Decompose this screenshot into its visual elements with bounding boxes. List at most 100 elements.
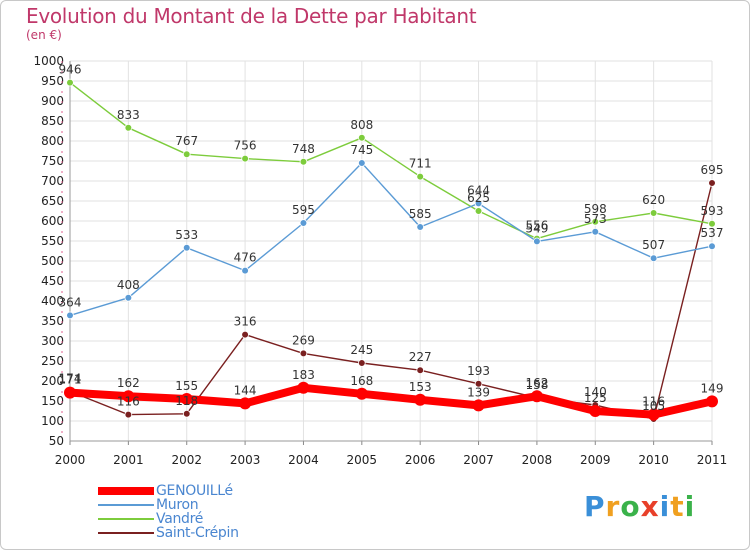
data-label: 153 <box>409 380 432 394</box>
data-point <box>182 244 191 252</box>
data-label: 748 <box>292 142 315 156</box>
grid-lines <box>69 60 713 442</box>
data-label: 139 <box>467 385 490 399</box>
data-point <box>647 408 660 421</box>
series-line <box>69 162 713 317</box>
data-label: 644 <box>467 183 490 197</box>
data-label: 144 <box>234 383 257 397</box>
y-tick-label: 850 <box>41 114 64 128</box>
legend-swatch <box>98 518 154 520</box>
data-point <box>241 330 249 339</box>
data-point <box>591 218 600 226</box>
data-label: 695 <box>701 163 724 177</box>
data-point <box>355 387 368 400</box>
data-label: 155 <box>175 379 198 393</box>
data-labels: 171 162 155 144 183 168 153 139 162 125 116 149 364 4… <box>59 63 724 413</box>
series-line <box>69 182 713 420</box>
axes: 50 100 150 200 250 300 350 400 450 500 550 600 650 70… <box>33 54 727 467</box>
data-label: 227 <box>409 350 432 364</box>
x-tick-label: 2009 <box>580 453 611 467</box>
data-point <box>122 390 135 403</box>
data-point <box>591 228 600 236</box>
series-line <box>69 81 713 240</box>
legend-item: GENOUILLé <box>98 484 239 498</box>
data-point <box>530 390 543 403</box>
data-point <box>239 397 252 410</box>
data-point <box>297 381 310 394</box>
data-label: 507 <box>642 238 665 252</box>
data-point <box>474 199 483 208</box>
data-point <box>416 172 424 181</box>
data-label: 316 <box>234 315 257 329</box>
brand-letter: i <box>684 490 696 523</box>
data-point <box>708 242 716 251</box>
x-tick-label: 2004 <box>288 453 319 467</box>
data-point <box>706 395 718 408</box>
data-label: 745 <box>350 143 373 157</box>
data-label: 595 <box>292 203 315 217</box>
brand-letter: i <box>659 490 671 523</box>
data-label: 756 <box>234 139 257 153</box>
data-point <box>124 293 133 302</box>
data-label: 408 <box>117 278 140 292</box>
y-tick-label: 900 <box>41 94 64 108</box>
data-label: 183 <box>292 368 315 382</box>
legend-item: Vandré <box>98 512 239 526</box>
data-point <box>708 179 716 187</box>
series-lines <box>64 78 718 423</box>
data-label: 533 <box>175 228 198 242</box>
data-label: 171 <box>59 373 82 387</box>
data-label: 245 <box>350 343 373 357</box>
y-tick-label: 250 <box>41 354 64 368</box>
data-point <box>416 366 424 375</box>
data-label: 162 <box>117 376 140 390</box>
legend-item: Saint-Crépin <box>98 526 239 540</box>
data-point <box>124 410 133 419</box>
data-label: 556 <box>525 219 548 233</box>
data-label: 946 <box>59 63 82 77</box>
data-label: 118 <box>175 394 198 408</box>
data-point <box>474 207 483 215</box>
x-tick-label: 2010 <box>638 453 669 467</box>
data-point <box>589 405 602 417</box>
data-point <box>358 134 366 142</box>
data-label: 808 <box>350 118 373 132</box>
data-point <box>299 219 308 227</box>
data-label: 116 <box>642 395 665 409</box>
brand-letter: o <box>620 490 641 523</box>
y-tick-label: 1000 <box>33 54 64 68</box>
data-label: 476 <box>234 251 257 265</box>
data-point <box>358 359 366 367</box>
chart-title: Evolution du Montant de la Dette par Hab… <box>26 4 477 28</box>
data-point <box>241 154 249 163</box>
data-point <box>299 158 308 166</box>
brand-letter: t <box>670 490 685 523</box>
x-tick-label: 2000 <box>55 453 86 467</box>
data-point <box>358 159 366 167</box>
data-label: 193 <box>467 364 490 378</box>
legend-swatch <box>98 504 154 506</box>
y-tick-label: 600 <box>41 214 64 228</box>
y-tick-label: 700 <box>41 174 64 188</box>
legend-label: GENOUILLé <box>156 483 233 499</box>
data-point <box>66 311 74 320</box>
brand-letter: r <box>605 490 621 523</box>
legend-label: Vandré <box>156 511 204 527</box>
y-tick-label: 100 <box>41 414 64 428</box>
data-point <box>414 393 427 406</box>
y-tick-label: 950 <box>41 74 64 88</box>
series-line <box>66 383 716 419</box>
data-point <box>649 254 658 263</box>
data-label: 711 <box>409 157 432 171</box>
y-tick-label: 50 <box>49 434 64 448</box>
data-label: 162 <box>525 376 548 390</box>
data-point <box>180 393 193 405</box>
brand-logo: Proxiti <box>584 490 695 523</box>
y-tick-label: 500 <box>41 254 64 268</box>
y-tick-label: 300 <box>41 334 64 348</box>
x-tick-label: 2008 <box>522 453 553 467</box>
data-label: 620 <box>642 193 665 207</box>
data-label: 537 <box>701 226 724 240</box>
